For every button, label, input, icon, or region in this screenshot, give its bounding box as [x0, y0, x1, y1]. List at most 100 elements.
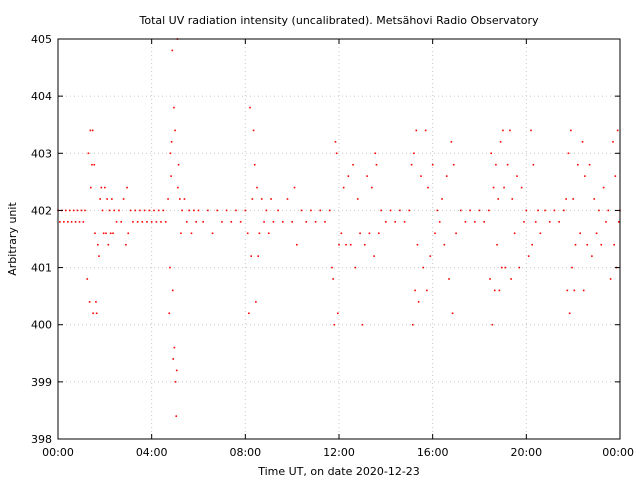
data-point: [378, 232, 380, 235]
grid-lines: [58, 39, 620, 439]
data-point: [132, 221, 134, 223]
data-point: [115, 221, 118, 223]
data-point: [581, 141, 584, 143]
data-point: [244, 209, 247, 212]
data-point: [614, 175, 617, 177]
data-point: [257, 255, 260, 257]
data-point: [600, 243, 603, 246]
data-point: [170, 175, 172, 177]
data-point: [328, 209, 331, 212]
data-point: [169, 266, 171, 269]
data-point: [207, 209, 209, 212]
data-point: [230, 221, 233, 223]
data-point: [178, 198, 181, 200]
data-point: [202, 221, 204, 223]
data-point: [570, 129, 572, 132]
data-point: [153, 209, 155, 212]
data-point: [558, 221, 560, 223]
data-point: [59, 221, 61, 223]
data-point: [183, 198, 186, 200]
data-point: [91, 129, 94, 132]
data-point: [190, 232, 193, 235]
data-point: [118, 209, 120, 212]
data-point: [375, 163, 378, 166]
data-point: [74, 221, 77, 223]
data-point: [427, 186, 429, 189]
axis-ticks: 398 399 400 401 402 403 404 405 00:00 04:00 08:00 1…: [31, 33, 634, 459]
data-point: [498, 289, 501, 292]
data-point: [537, 209, 539, 212]
x-tick-label: 00:00: [602, 446, 634, 459]
data-point: [335, 152, 338, 155]
data-point: [342, 186, 345, 189]
data-point: [490, 152, 493, 155]
y-tick-label: 401: [31, 262, 52, 275]
data-point: [80, 209, 83, 212]
data-point: [174, 381, 177, 383]
data-point: [167, 198, 169, 200]
data-point: [492, 186, 495, 189]
y-tick-label: 398: [31, 433, 52, 446]
data-point: [324, 221, 326, 223]
data-point: [595, 232, 598, 235]
data-point: [91, 163, 93, 166]
data-point: [293, 186, 296, 189]
data-point: [368, 232, 371, 235]
data-point: [530, 129, 532, 132]
data-point: [88, 301, 91, 303]
data-point: [106, 198, 108, 200]
data-point: [616, 129, 619, 132]
data-point: [504, 266, 507, 269]
data-point: [502, 129, 504, 132]
data-point: [424, 129, 427, 132]
data-point: [171, 49, 174, 52]
data-point: [333, 323, 336, 326]
data-point: [408, 209, 411, 212]
data-point: [527, 255, 530, 257]
data-point: [584, 175, 586, 177]
data-point: [256, 186, 258, 189]
data-point: [349, 243, 352, 246]
data-point: [509, 129, 511, 132]
data-point: [101, 209, 104, 212]
data-point: [607, 209, 610, 212]
data-point: [434, 232, 436, 235]
data-point: [354, 266, 357, 269]
data-point: [300, 209, 303, 212]
data-point: [72, 209, 75, 212]
data-point: [478, 209, 481, 212]
data-point: [602, 186, 605, 189]
data-point: [98, 255, 100, 257]
data-point: [258, 232, 261, 235]
data-point: [469, 209, 471, 212]
data-point: [591, 255, 593, 257]
data-point: [438, 221, 441, 223]
data-point: [70, 221, 73, 223]
data-point: [175, 369, 178, 372]
data-point: [296, 243, 298, 246]
data-point: [169, 152, 172, 155]
data-point: [452, 163, 455, 166]
data-point: [250, 255, 252, 257]
data-point: [422, 266, 425, 269]
data-point: [613, 243, 615, 246]
data-point: [120, 221, 123, 223]
data-point: [171, 289, 174, 292]
data-point: [125, 243, 127, 246]
data-point: [518, 266, 521, 269]
data-point: [89, 129, 92, 132]
data-point: [173, 106, 175, 109]
data-point: [361, 323, 364, 326]
data-point: [105, 232, 107, 235]
data-point: [267, 232, 270, 235]
y-tick-label: 403: [31, 147, 52, 160]
data-point: [489, 278, 491, 280]
data-point: [356, 198, 359, 200]
data-point: [265, 209, 268, 212]
data-point: [411, 323, 414, 326]
data-point: [177, 163, 180, 166]
data-point: [63, 221, 65, 223]
data-point: [255, 301, 257, 303]
data-point: [235, 209, 237, 212]
data-point: [314, 221, 317, 223]
